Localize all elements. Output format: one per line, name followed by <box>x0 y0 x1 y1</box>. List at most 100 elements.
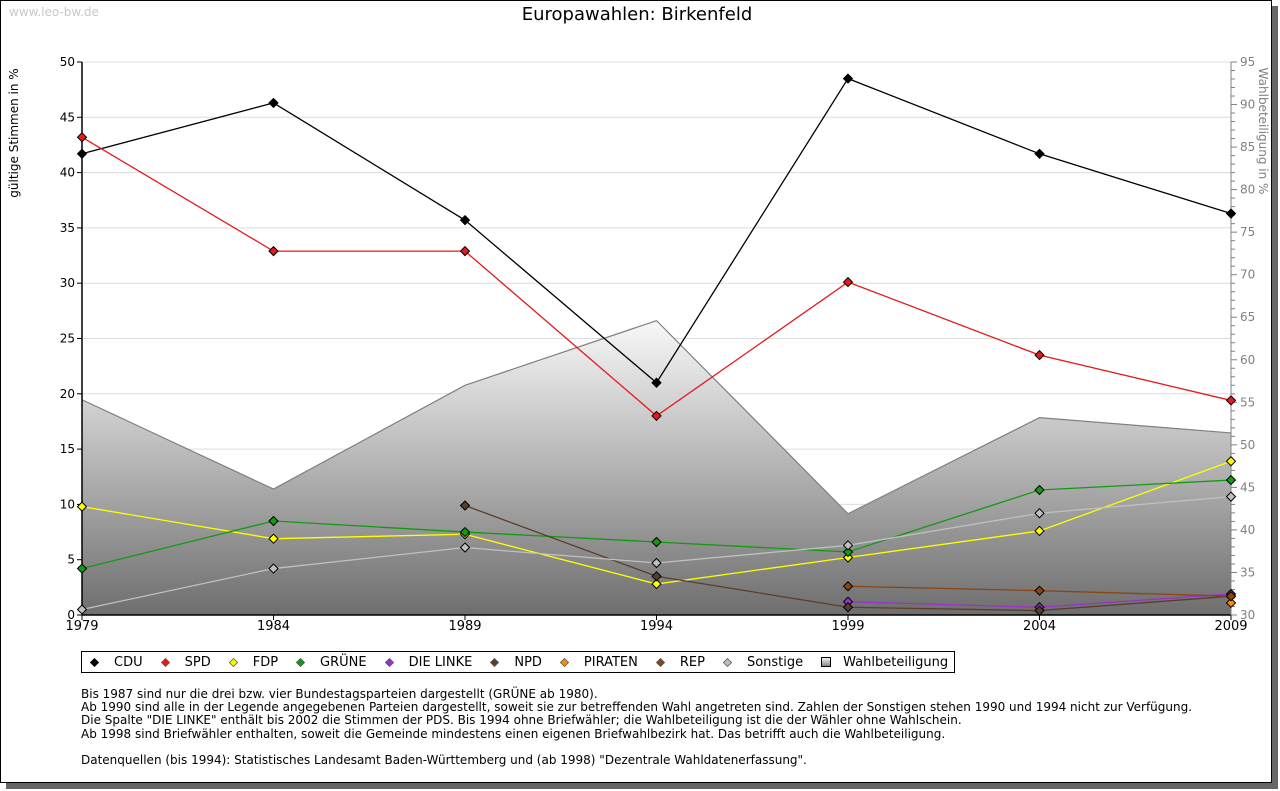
y2-tick-label: 70 <box>1240 268 1255 282</box>
data-point-sonstige <box>268 563 279 574</box>
data-point-gr-ne <box>1034 484 1045 496</box>
y-tick-label: 40 <box>60 166 75 180</box>
legend-label: CDU <box>114 654 143 670</box>
legend-label: REP <box>679 654 705 670</box>
legend-item-npd: NPD <box>490 655 542 670</box>
y-tick-label: 15 <box>60 442 75 456</box>
y2-tick-label: 95 <box>1240 55 1255 69</box>
footnote-line: Ab 1998 sind Briefwähler enthalten, sowe… <box>81 726 946 741</box>
data-point-cdu <box>459 214 471 226</box>
data-point-fdp <box>651 578 662 590</box>
footnote-line: Datenquellen (bis 1994): Statistisches L… <box>81 752 807 767</box>
y2-tick-label: 55 <box>1240 395 1255 409</box>
data-point-npd <box>459 500 471 511</box>
y2-tick-label: 65 <box>1240 310 1255 324</box>
y-tick-label: 10 <box>60 497 75 511</box>
x-tick-label: 2009 <box>1214 619 1247 634</box>
legend-marker-sonstige <box>722 657 732 667</box>
y2-tick-label: 45 <box>1240 480 1255 494</box>
data-point-sonstige <box>651 557 662 569</box>
legend-item-fdp: FDP <box>228 655 278 670</box>
data-point-sonstige <box>842 540 854 551</box>
chart-svg: 0 5 10 15 20 25 30 35 40 45 50 1979 1984 1989 1994 1999… <box>7 55 1270 634</box>
x-tick-label: 1994 <box>640 619 673 634</box>
data-point-gr-ne <box>268 515 279 527</box>
data-point-cdu <box>651 377 662 388</box>
y-tick-label: 0 <box>67 608 75 622</box>
data-point-rep <box>842 581 854 592</box>
x-tick-label: 1989 <box>448 619 481 634</box>
x-tick-label: 1999 <box>831 619 864 634</box>
data-point-spd <box>1034 349 1045 361</box>
legend-marker-rep <box>655 657 665 667</box>
data-point-fdp <box>268 533 279 544</box>
data-point-npd <box>651 571 662 582</box>
legend-label: DIE LINKE <box>408 654 473 670</box>
turnout-area-outline <box>81 319 1232 515</box>
data-point-fdp <box>842 552 854 563</box>
legend-label: Sonstige <box>746 654 804 670</box>
legend-item-die-linke: DIE LINKE <box>384 654 473 670</box>
x-tick-label: 1984 <box>257 619 290 634</box>
data-point-piraten <box>1225 597 1237 609</box>
series-points <box>76 73 1237 616</box>
data-point-gr-ne <box>76 563 88 574</box>
y2-tick-label: 35 <box>1240 565 1255 579</box>
legend-item-cdu: CDU <box>90 655 143 670</box>
x-tick-label: 2004 <box>1023 619 1056 634</box>
data-point-rep <box>1034 585 1045 596</box>
data-point-fdp <box>1034 525 1045 537</box>
data-point-gr-ne <box>651 536 662 548</box>
data-point-npd <box>1034 605 1045 616</box>
y-tick-label: 20 <box>60 387 75 401</box>
y2-axis-label: Wahlbeteiligung in % <box>1256 68 1270 195</box>
legend-marker-spd <box>160 657 170 667</box>
data-point-npd <box>842 602 854 613</box>
data-point-cdu <box>842 73 854 84</box>
y-tick-label: 30 <box>60 276 75 290</box>
data-point-spd <box>268 245 279 257</box>
legend-label: Wahlbeteiligung <box>843 654 949 670</box>
data-point-rep <box>1225 590 1237 602</box>
y2-tick-label: 90 <box>1240 98 1255 112</box>
y2-tick-label: 50 <box>1240 438 1255 452</box>
legend-item-spd: SPD <box>160 654 211 670</box>
y2-tick-label: 80 <box>1240 183 1255 197</box>
legend-item-sonstige: Sonstige <box>722 654 804 670</box>
legend-marker-npd <box>490 657 500 667</box>
legend-label: SPD <box>184 654 211 670</box>
x-tick-label: 1979 <box>65 619 98 634</box>
legend-label: NPD <box>514 654 542 670</box>
footnote-line: Bis 1987 sind nur die drei bzw. vier Bun… <box>81 687 598 701</box>
legend-item-piraten: PIRATEN <box>559 654 638 670</box>
chart-title: Europawahlen: Birkenfeld <box>521 4 753 25</box>
data-point-cdu <box>76 148 88 160</box>
y2-tick-label: 60 <box>1240 353 1255 367</box>
legend-marker-fdp <box>228 657 238 667</box>
legend-label: GRÜNE <box>320 654 367 670</box>
data-point-spd <box>76 132 88 143</box>
y-axis-label: gültige Stimmen in % <box>7 68 21 197</box>
legend: CDU SPD FDP GRÜNE DIE LINKE NPD PIRATEN REP Sons… <box>81 651 956 673</box>
y-tick-label: 45 <box>60 110 75 124</box>
footnote-spacer <box>81 741 1192 754</box>
data-point-spd <box>1225 395 1237 406</box>
data-point-sonstige <box>1225 491 1237 502</box>
y-tick-label: 50 <box>60 55 75 69</box>
data-point-sonstige <box>459 542 471 553</box>
axes: 0 5 10 15 20 25 30 35 40 45 50 1979 1984 1989 1994 1999… <box>60 55 1256 634</box>
data-point-sonstige <box>76 604 88 615</box>
data-point-gr-ne <box>1225 474 1237 486</box>
data-point-cdu <box>1225 208 1237 219</box>
legend-marker-piraten <box>559 657 569 667</box>
turnout-area <box>81 319 1232 615</box>
y-tick-label: 5 <box>67 553 75 567</box>
watermark: www.leo-bw.de <box>9 5 99 19</box>
legend-label: PIRATEN <box>583 654 638 670</box>
y2-tick-label: 85 <box>1240 140 1255 154</box>
y2-tick-label: 75 <box>1240 225 1255 239</box>
footnote-line: Die Spalte "DIE LINKE" enthält bis 2002 … <box>81 713 962 728</box>
turnout-area-fill <box>82 320 1231 615</box>
data-point-fdp <box>1225 456 1237 467</box>
